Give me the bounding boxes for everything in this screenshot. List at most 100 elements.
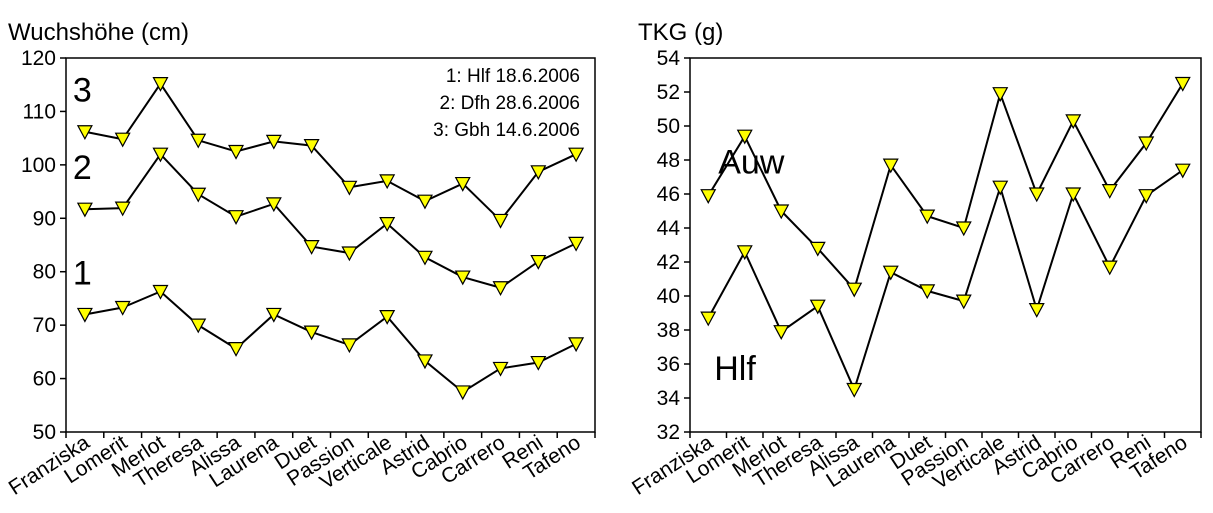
series-label: 1 <box>73 254 92 292</box>
series-line-1 <box>84 290 577 394</box>
data-point-marker <box>114 300 131 316</box>
data-point-marker <box>152 147 169 163</box>
data-point-marker <box>303 139 320 154</box>
data-point-marker <box>303 240 320 255</box>
data-point-marker <box>568 147 585 163</box>
data-point-marker <box>265 307 282 323</box>
data-point-marker <box>379 217 396 232</box>
data-point-marker <box>228 144 245 160</box>
legend-entry: 3: Gbh 14.6.2006 <box>433 120 580 141</box>
data-point-marker <box>341 338 358 354</box>
data-point-marker <box>809 299 826 315</box>
data-point-marker <box>773 204 790 220</box>
data-point-marker <box>530 254 547 270</box>
data-point-marker <box>1101 260 1118 276</box>
y-tick-label: 90 <box>33 207 56 230</box>
data-point-marker <box>379 174 396 190</box>
y-tick-label: 44 <box>657 217 681 240</box>
data-point-marker <box>568 236 585 252</box>
data-point-marker <box>303 325 320 341</box>
data-point-marker <box>1138 189 1155 204</box>
data-point-marker <box>1065 187 1082 203</box>
data-point-marker <box>492 213 509 229</box>
data-point-marker <box>1101 184 1118 199</box>
y-tick-label: 36 <box>657 353 680 376</box>
data-point-marker <box>530 165 547 181</box>
data-point-marker <box>114 132 131 148</box>
data-point-marker <box>1028 187 1045 203</box>
y-tick-label: 40 <box>657 285 680 308</box>
data-point-marker <box>882 265 899 281</box>
data-point-marker <box>76 307 93 323</box>
data-point-marker <box>190 133 207 149</box>
data-point-marker <box>919 284 936 300</box>
y-tick-label: 42 <box>657 251 680 274</box>
data-point-marker <box>341 246 358 262</box>
data-point-marker <box>846 282 863 298</box>
data-point-marker <box>1028 303 1045 318</box>
y-tick-label: 46 <box>657 183 680 206</box>
data-point-marker <box>700 189 717 204</box>
plot-frame <box>65 57 596 433</box>
legend-entry: 2: Dfh 28.6.2006 <box>440 93 581 114</box>
data-point-marker <box>1174 76 1191 92</box>
data-point-marker <box>492 281 509 297</box>
series-line-auw <box>707 82 1184 292</box>
data-point-marker <box>454 176 471 192</box>
data-point-marker <box>700 311 717 327</box>
data-point-marker <box>809 241 826 257</box>
chart-title: TKG (g) <box>638 19 723 46</box>
data-point-marker <box>992 180 1009 196</box>
series-label: Auw <box>718 144 785 182</box>
y-tick-label: 52 <box>657 81 680 104</box>
data-point-marker <box>1174 163 1191 179</box>
data-point-marker <box>454 385 471 401</box>
data-point-marker <box>955 294 972 310</box>
data-point-marker <box>492 361 509 377</box>
series-line-hlf <box>707 169 1184 393</box>
data-point-marker <box>341 180 358 196</box>
y-tick-label: 50 <box>33 421 56 444</box>
data-point-marker <box>530 355 547 371</box>
data-point-marker <box>992 87 1009 102</box>
y-tick-label: 80 <box>33 261 56 284</box>
y-tick-label: 120 <box>21 47 56 70</box>
data-point-marker <box>416 354 433 370</box>
data-point-marker <box>955 221 972 237</box>
data-point-marker <box>228 210 245 225</box>
data-point-marker <box>152 77 169 92</box>
data-point-marker <box>882 158 899 174</box>
series-label: 2 <box>73 149 92 187</box>
series-label: 3 <box>73 72 92 110</box>
data-point-marker <box>568 337 585 353</box>
y-tick-label: 38 <box>657 319 680 342</box>
data-point-marker <box>454 270 471 286</box>
data-point-marker <box>190 318 207 334</box>
data-point-marker <box>736 245 753 261</box>
data-point-marker <box>265 134 282 150</box>
y-tick-label: 34 <box>657 387 681 410</box>
data-point-marker <box>773 325 790 340</box>
series-line-2 <box>84 152 577 289</box>
data-point-marker <box>265 197 282 213</box>
y-tick-label: 60 <box>33 368 56 391</box>
data-point-marker <box>736 129 753 145</box>
y-tick-label: 110 <box>23 100 56 123</box>
data-point-marker <box>379 309 396 325</box>
data-point-marker <box>152 284 169 300</box>
data-point-marker <box>76 202 93 218</box>
data-point-marker <box>1138 136 1155 152</box>
chart-title: Wuchshöhe (cm) <box>8 19 189 46</box>
data-point-marker <box>1065 114 1082 130</box>
y-tick-label: 48 <box>657 149 680 172</box>
y-tick-label: 100 <box>21 154 56 177</box>
y-tick-label: 54 <box>657 47 681 70</box>
legend-entry: 1: Hlf 18.6.2006 <box>446 66 580 87</box>
data-point-marker <box>416 250 433 266</box>
data-point-marker <box>190 187 207 203</box>
data-point-marker <box>114 201 131 217</box>
data-point-marker <box>416 194 433 210</box>
y-tick-label: 50 <box>657 115 680 138</box>
